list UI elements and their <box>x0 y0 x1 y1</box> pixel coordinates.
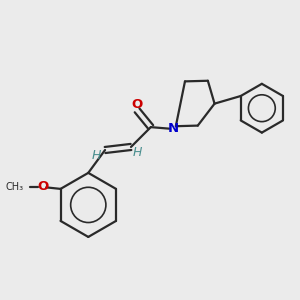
Text: O: O <box>38 180 49 193</box>
Text: CH₃: CH₃ <box>5 182 23 192</box>
Text: H: H <box>133 146 142 159</box>
Text: H: H <box>92 149 101 162</box>
Text: O: O <box>131 98 143 111</box>
Text: N: N <box>168 122 179 134</box>
